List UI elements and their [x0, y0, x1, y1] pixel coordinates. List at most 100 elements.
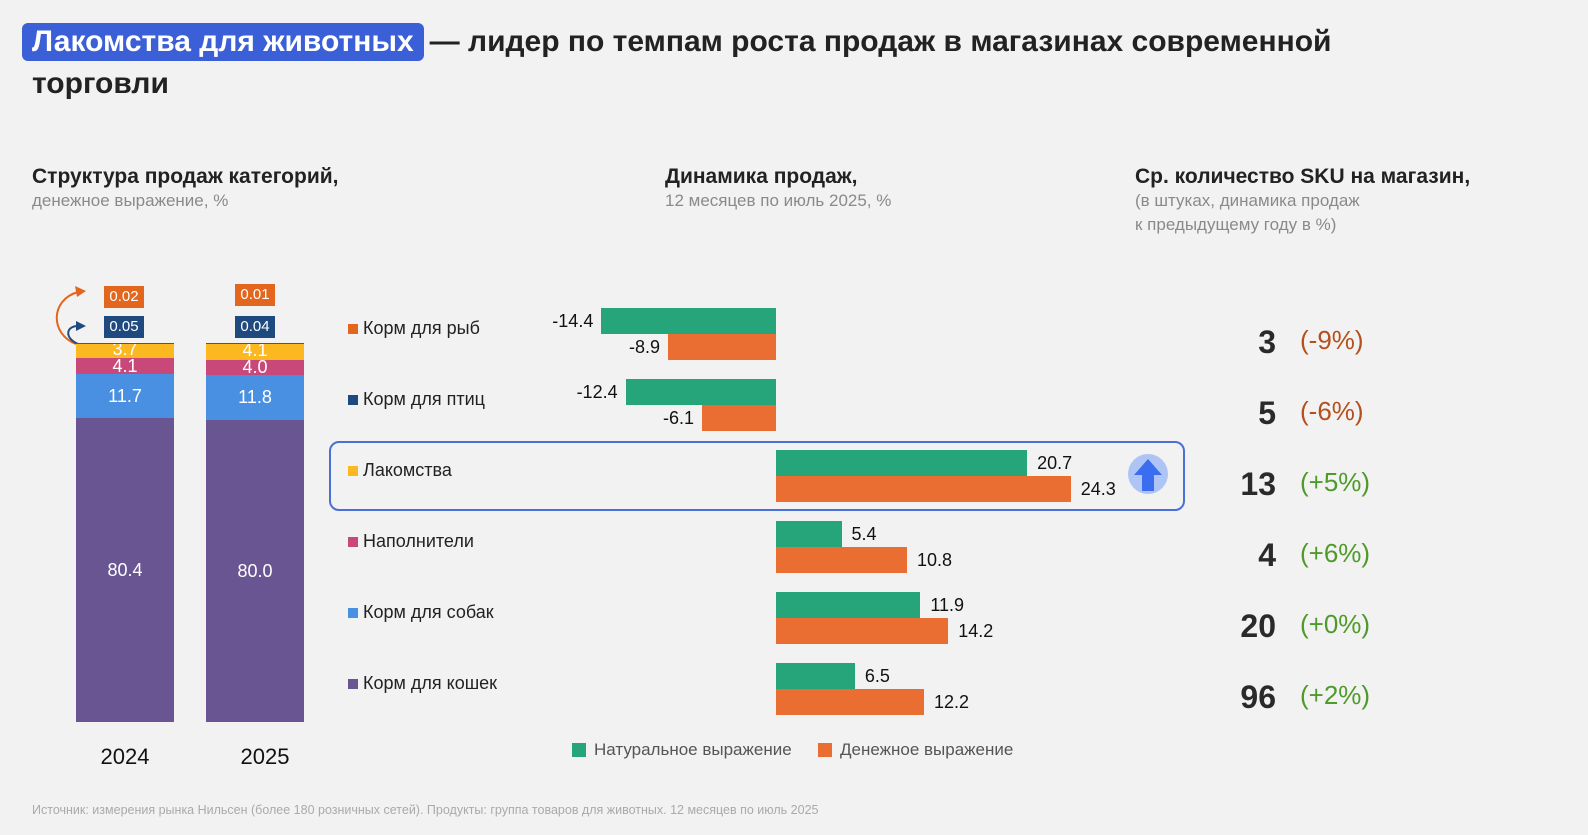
- bar-value-label-natural: 6.5: [864, 666, 890, 686]
- category-label-row: Наполнители: [348, 531, 474, 552]
- stack-label-dogs-2024: 11.7: [108, 385, 142, 406]
- year-label-2025: 2025: [240, 744, 290, 769]
- stack-segment-treats-2025: 4.1: [206, 340, 304, 361]
- dynamics-header: Динамика продаж, 12 месяцев по июль 2025…: [665, 165, 891, 213]
- stack-segment-treats-2024: 3.7: [76, 339, 174, 360]
- legend-money-label: Денежное выражение: [840, 740, 1014, 759]
- bar-natural: [776, 592, 921, 618]
- sku-change: (+5%): [1300, 467, 1371, 497]
- category-label-row: Корм для рыб: [348, 318, 480, 339]
- arrow-up-icon: [1128, 454, 1168, 494]
- bar-natural: [776, 521, 842, 547]
- sku-count: 4: [1258, 537, 1276, 573]
- category-swatch: [348, 607, 358, 618]
- bar-value-label-money: 24.3: [1080, 479, 1116, 499]
- sku-count: 13: [1240, 466, 1276, 502]
- bar-money: [776, 618, 949, 644]
- bar-value-label-money: 14.2: [958, 621, 994, 641]
- stack-segment-cats-2025: 80.0: [206, 419, 304, 722]
- category-label: Корм для кошек: [363, 673, 498, 693]
- birds-share-2025: 0.04: [235, 316, 275, 338]
- bar-money: [668, 334, 776, 360]
- stack-segment-fillers-2025: 4.0: [206, 357, 304, 378]
- bar-value-label-natural: -14.4: [552, 311, 594, 331]
- bar-natural: [776, 450, 1028, 476]
- sku-subtitle-1: (в штуках, динамика продаж: [1135, 191, 1360, 210]
- category-swatch: [348, 536, 358, 547]
- bar-value-label-money: -6.1: [662, 408, 695, 428]
- stack-top-line-2025: [206, 343, 304, 345]
- title-highlight: Лакомства для животных: [22, 23, 424, 61]
- stacked-bar-2025: 80.0 11.8 4.0 4.1: [206, 340, 304, 722]
- title-rest: — лидер по темпам роста продаж в магазин…: [429, 25, 1332, 58]
- bar-natural: [601, 308, 776, 334]
- bar-money: [776, 547, 907, 573]
- category-label-row: Корм для собак: [348, 602, 494, 623]
- category-swatch: [348, 465, 358, 476]
- sku-change: (+0%): [1300, 609, 1371, 639]
- stack-label-fillers-2024: 4.1: [112, 356, 138, 377]
- birds-share-2024: 0.05: [104, 316, 144, 338]
- sku-change: (+2%): [1300, 680, 1371, 710]
- legend-money: Денежное выражение: [818, 740, 1013, 760]
- stack-label-cats-2025: 80.0: [237, 560, 273, 581]
- structure-title: Структура продаж категорий,: [32, 165, 339, 188]
- sku-change: (-9%): [1300, 325, 1364, 355]
- bar-value-label-natural: -12.4: [576, 382, 618, 402]
- bar-value-label-natural: 20.7: [1037, 453, 1073, 473]
- legend-money-swatch: [818, 743, 832, 757]
- category-label-row: Корм для кошек: [348, 673, 497, 694]
- bar-natural: [625, 379, 776, 405]
- sku-change: (+6%): [1300, 538, 1371, 568]
- legend-natural: Натуральное выражение: [572, 740, 792, 760]
- stack-label-treats-2024: 3.7: [112, 339, 138, 360]
- bar-value-label-money: 12.2: [933, 692, 970, 712]
- dynamics-subtitle: 12 месяцев по июль 2025, %: [665, 191, 892, 210]
- sku-count: 5: [1258, 395, 1276, 431]
- category-label: Лакомства: [363, 460, 452, 480]
- stack-label-treats-2025: 4.1: [242, 340, 268, 361]
- year-label-2024: 2024: [100, 744, 150, 769]
- category-label: Корм для собак: [363, 602, 494, 622]
- bar-money: [702, 405, 776, 431]
- category-swatch: [348, 678, 358, 689]
- stack-label-fillers-2025: 4.0: [242, 357, 268, 378]
- fish-share-2025: 0.01: [235, 284, 275, 306]
- bar-value-label-money: 10.8: [917, 550, 953, 570]
- curved-arrow-icon: [55, 286, 86, 345]
- stack-segment-cats-2024: 80.4: [76, 418, 174, 722]
- category-label-row: Лакомства: [348, 460, 452, 481]
- page-title: Лакомства для животных — лидер по темпам …: [22, 22, 1331, 62]
- stack-label-cats-2024: 80.4: [107, 560, 143, 581]
- sku-change: (-6%): [1300, 396, 1364, 426]
- sku-title: Ср. количество SKU на магазин,: [1135, 165, 1471, 188]
- stacked-bar-2024: 80.4 11.7 4.1 3.7: [76, 339, 174, 722]
- highlight-box-treats: [329, 441, 1185, 511]
- category-label: Корм для рыб: [363, 318, 480, 338]
- category-label: Наполнители: [363, 531, 474, 551]
- stack-top-line-2024: [76, 343, 174, 345]
- structure-subtitle: денежное выражение, %: [32, 191, 229, 210]
- stack-label-dogs-2025: 11.8: [238, 387, 272, 408]
- category-swatch: [348, 323, 358, 334]
- sku-count: 96: [1240, 679, 1276, 715]
- bar-value-label-natural: 11.9: [930, 595, 965, 615]
- sku-count: 20: [1240, 608, 1276, 644]
- bar-money: [776, 689, 924, 715]
- source-footnote: Источник: измерения рынка Нильсен (более…: [32, 803, 819, 817]
- category-swatch: [348, 394, 358, 405]
- sku-header: Ср. количество SKU на магазин, (в штуках…: [1135, 165, 1470, 237]
- sku-count: 3: [1258, 324, 1276, 360]
- stack-segment-dogs-2024: 11.7: [76, 373, 174, 419]
- bar-value-label-natural: 5.4: [851, 524, 877, 544]
- page-title-line2: торговли: [32, 67, 169, 100]
- bar-money: [776, 476, 1071, 502]
- legend-natural-label: Натуральное выражение: [594, 740, 792, 759]
- category-label: Корм для птиц: [363, 389, 485, 409]
- stack-segment-dogs-2025: 11.8: [206, 375, 304, 420]
- sku-subtitle-2: к предыдущему году в %): [1135, 215, 1337, 234]
- bar-natural: [776, 663, 855, 689]
- bar-value-label-money: -8.9: [629, 337, 661, 357]
- dynamics-title: Динамика продаж,: [665, 165, 858, 188]
- legend-natural-swatch: [572, 743, 586, 757]
